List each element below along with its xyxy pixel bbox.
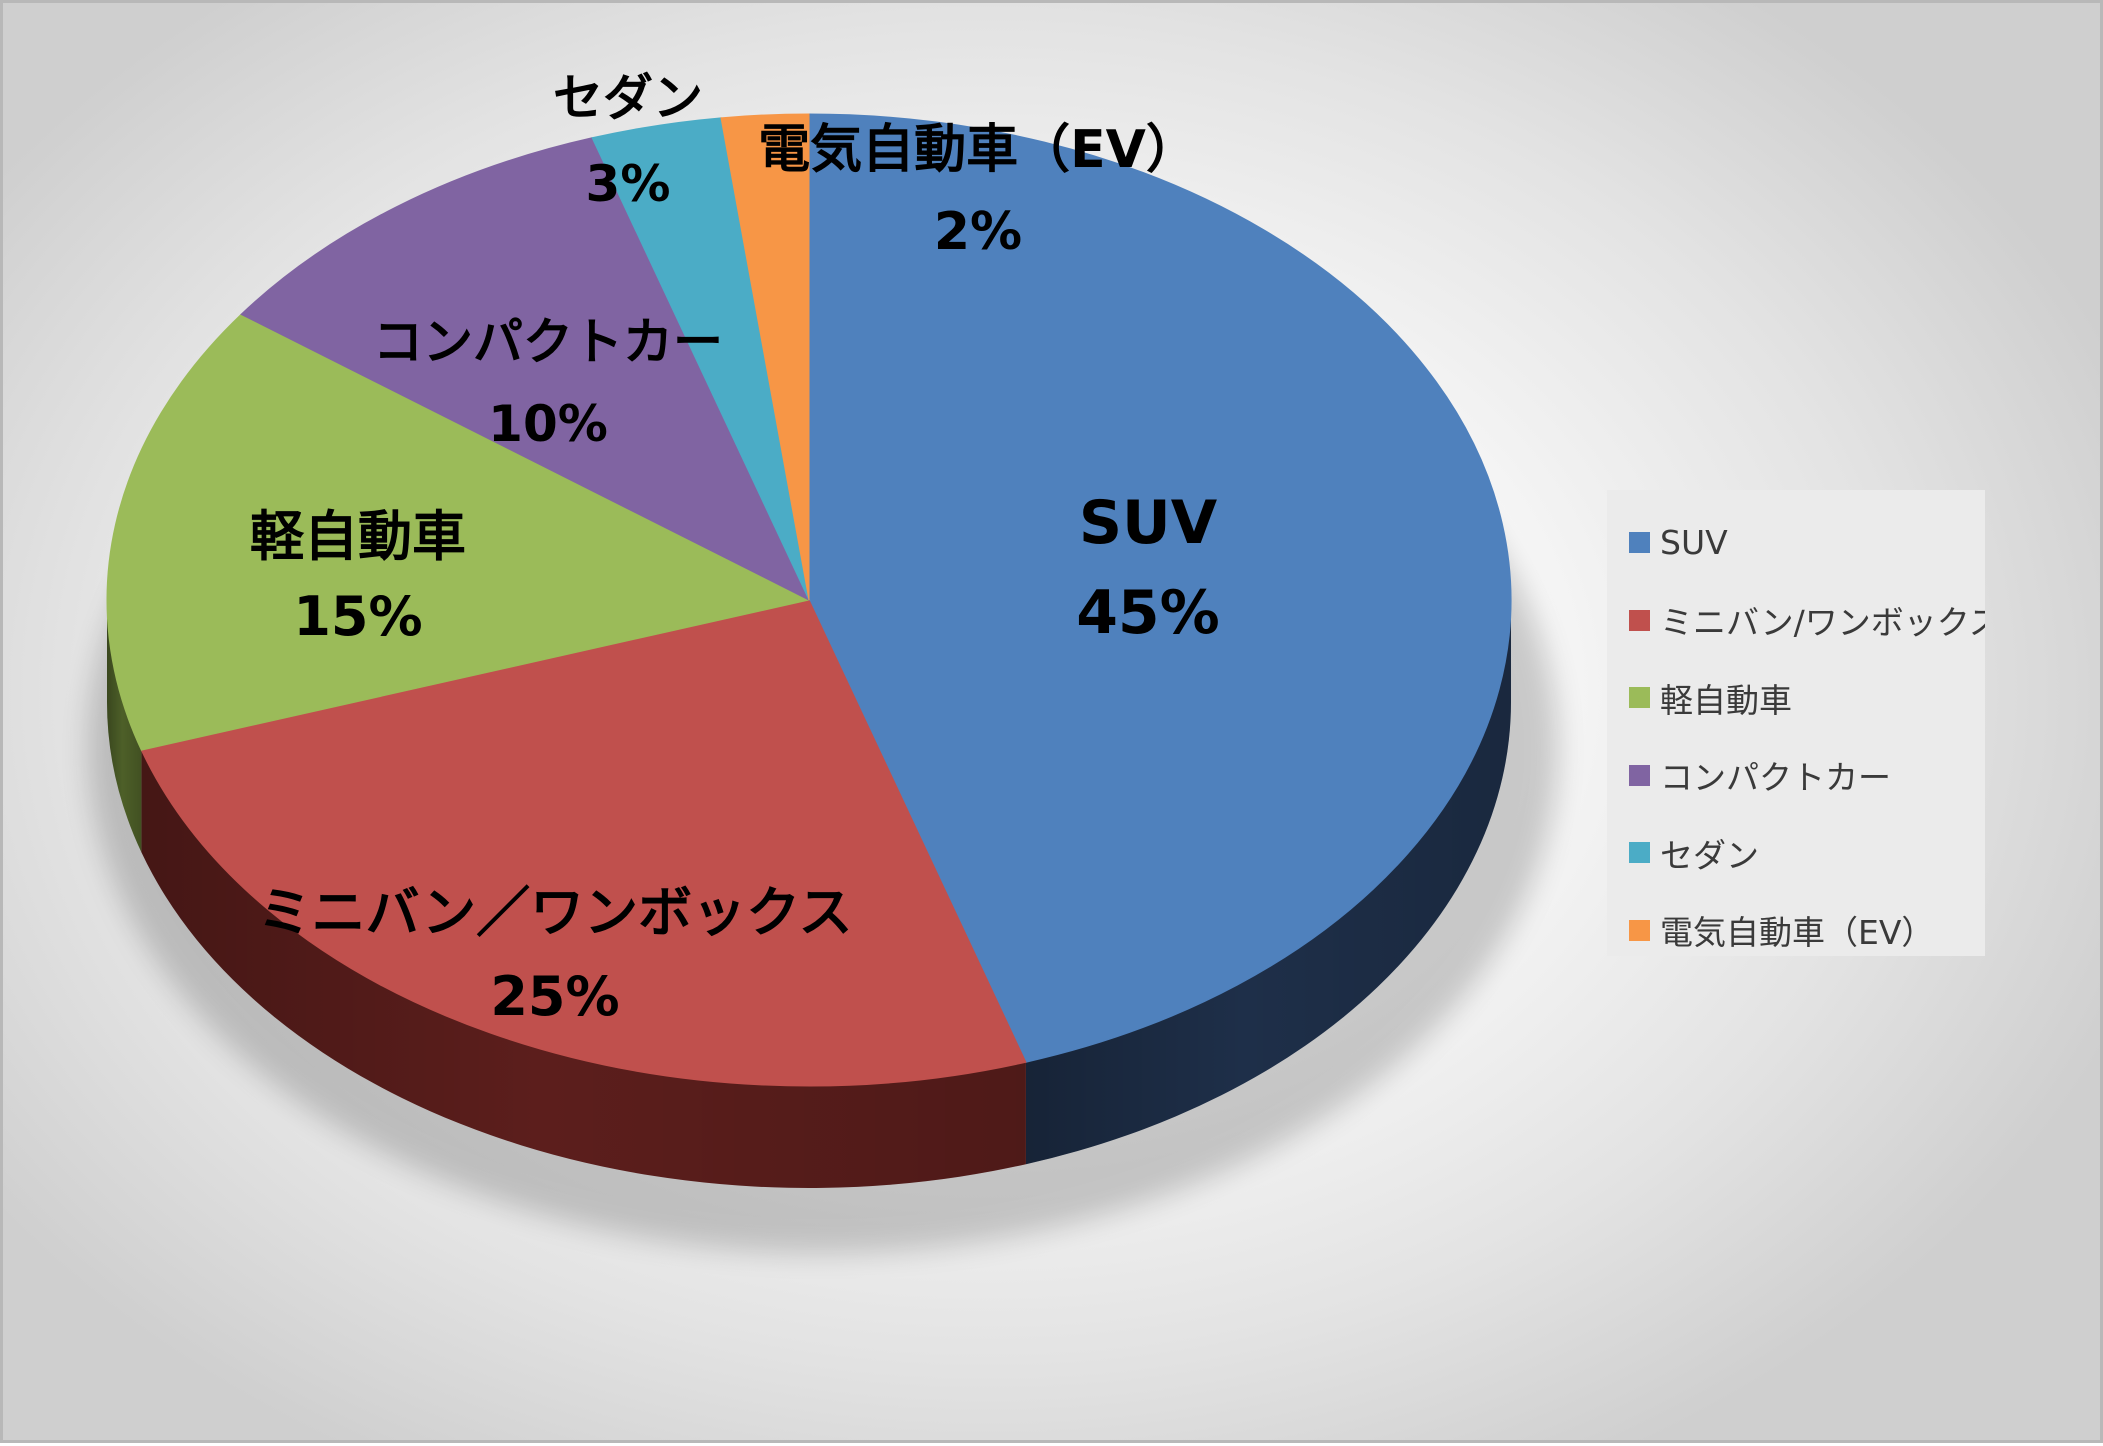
slice-percent-0: 45%	[1076, 578, 1220, 648]
legend-item: 電気自動車（EV）	[1607, 892, 1985, 957]
pie-side-shade-2	[107, 600, 142, 853]
legend-swatch	[1629, 919, 1650, 941]
legend-item: ミニバン/ワンボックス:	[1607, 582, 1985, 660]
slice-label-4: セダン	[553, 69, 703, 127]
legend-label: 軽自動車	[1660, 680, 1792, 720]
legend-item: 軽自動車	[1607, 659, 1985, 737]
slice-label-1: ミニバン／ワンボックス	[257, 881, 852, 944]
legend-label: SUV	[1660, 523, 1728, 563]
legend-item: コンパクトカー	[1607, 737, 1985, 815]
legend-swatch	[1629, 609, 1650, 631]
slice-percent-3: 10%	[488, 395, 608, 453]
slice-label-3: コンパクトカー	[373, 313, 723, 371]
legend-label: ミニバン/ワンボックス:	[1660, 603, 1985, 643]
pie-slice-3	[240, 137, 811, 602]
legend-item: セダン	[1607, 814, 1985, 892]
slice-label-2: 軽自動車	[250, 505, 466, 568]
legend-swatch	[1629, 687, 1650, 709]
legend-label: コンパクトカー	[1660, 758, 1891, 798]
slice-label-0: SUV	[1079, 488, 1218, 558]
legend: SUV ミニバン/ワンボックス: 軽自動車コンパクトカー セダン電気自動車（EV）	[1607, 490, 1985, 956]
legend-item: SUV	[1607, 504, 1985, 582]
pie-slice-5	[720, 113, 810, 601]
pie-chart: SUV 45% ミニバン／ワンボックス 25% 軽自動車 15% コンパクトカー 10% セダン…	[88, 69, 1558, 1253]
pie-slice-2	[106, 313, 811, 751]
slice-percent-5: 2%	[934, 202, 1022, 262]
legend-label: 電気自動車（EV）	[1660, 913, 1935, 953]
pie-sides	[107, 600, 1511, 1188]
pie-slice-0	[808, 113, 1512, 1063]
legend-swatch	[1629, 532, 1650, 554]
pie-slice-1	[140, 599, 1027, 1087]
pie-side-shade-1	[141, 750, 1026, 1188]
pie-tops	[106, 113, 1512, 1087]
legend-label: セダン	[1660, 835, 1759, 875]
slice-percent-1: 25%	[490, 965, 619, 1028]
legend-swatch	[1629, 764, 1650, 786]
slice-percent-2: 15%	[293, 585, 422, 648]
legend-swatch	[1629, 842, 1650, 864]
slice-percent-4: 3%	[586, 155, 671, 213]
pie-side-shade-0	[1025, 600, 1511, 1165]
slice-label-5: 電気自動車（EV）	[758, 120, 1198, 180]
pie-labels: SUV 45% ミニバン／ワンボックス 25% 軽自動車 15% コンパクトカー 10% セダン…	[250, 69, 1220, 1028]
